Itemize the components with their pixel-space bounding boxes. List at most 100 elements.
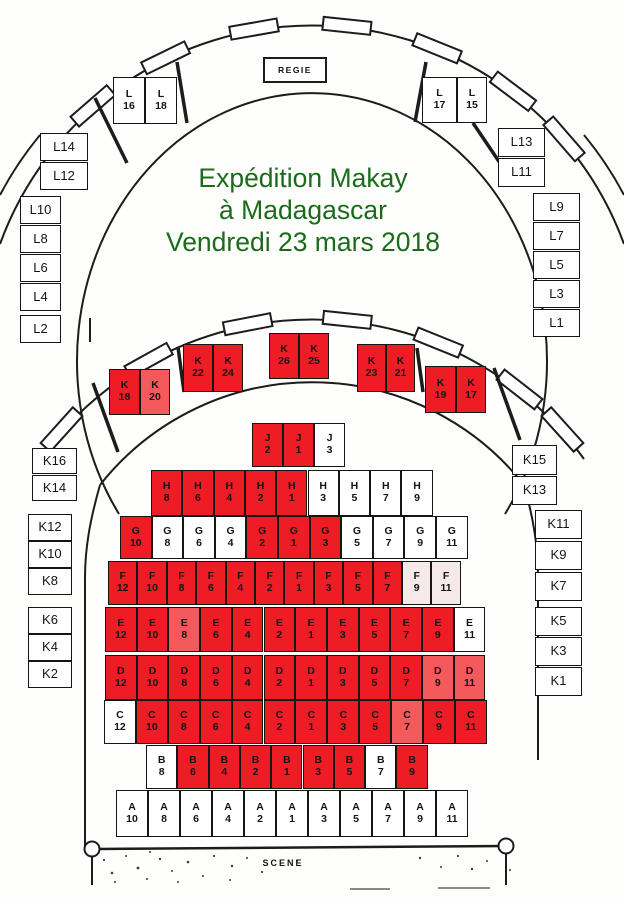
seat-K3[interactable]: K3 bbox=[535, 637, 582, 666]
seat-F10[interactable]: F 10 bbox=[137, 561, 167, 605]
seat-L9[interactable]: L9 bbox=[533, 193, 580, 221]
seat-L5[interactable]: L5 bbox=[533, 251, 580, 279]
seat-C12[interactable]: C 12 bbox=[104, 700, 136, 744]
seat-K18[interactable]: K 18 bbox=[109, 369, 140, 415]
seat-K26[interactable]: K 26 bbox=[269, 333, 299, 379]
seat-F11[interactable]: F 11 bbox=[431, 561, 461, 605]
seat-K4[interactable]: K4 bbox=[28, 634, 72, 661]
seat-L10[interactable]: L10 bbox=[20, 196, 61, 224]
seat-L4[interactable]: L4 bbox=[20, 283, 61, 311]
seat-K2[interactable]: K2 bbox=[28, 661, 72, 688]
seat-G11[interactable]: G 11 bbox=[436, 516, 468, 559]
seat-K9[interactable]: K9 bbox=[535, 541, 582, 570]
seat-K7[interactable]: K7 bbox=[535, 572, 582, 601]
seat-F12[interactable]: F 12 bbox=[108, 561, 138, 605]
seat-K25[interactable]: K 25 bbox=[299, 333, 329, 379]
seat-K16[interactable]: K16 bbox=[32, 448, 77, 474]
seat-L17[interactable]: L 17 bbox=[422, 77, 457, 123]
seat-D12[interactable]: D 12 bbox=[105, 655, 137, 700]
seat-K8[interactable]: K8 bbox=[28, 568, 72, 595]
seat-L3[interactable]: L3 bbox=[533, 280, 580, 308]
seat-L18[interactable]: L 18 bbox=[145, 77, 177, 124]
seat-L2[interactable]: L2 bbox=[20, 315, 61, 343]
seat-K5[interactable]: K5 bbox=[535, 607, 582, 636]
seat-K22[interactable]: K 22 bbox=[183, 344, 213, 392]
seat-K6[interactable]: K6 bbox=[28, 607, 72, 634]
seat-D10[interactable]: D 10 bbox=[136, 655, 169, 700]
seat-A10[interactable]: A 10 bbox=[116, 790, 148, 837]
seat-L13[interactable]: L13 bbox=[498, 128, 545, 157]
seat-K13[interactable]: K13 bbox=[512, 476, 557, 505]
seat-L8[interactable]: L8 bbox=[20, 225, 61, 253]
seat-K19[interactable]: K 19 bbox=[425, 366, 456, 413]
seat-A11[interactable]: A 11 bbox=[436, 790, 468, 837]
seat-D11[interactable]: D 11 bbox=[453, 655, 486, 700]
seat-L14[interactable]: L14 bbox=[40, 133, 88, 161]
seat-C10[interactable]: C 10 bbox=[135, 700, 168, 744]
seat-L16[interactable]: L 16 bbox=[113, 77, 145, 124]
seat-K10[interactable]: K10 bbox=[28, 541, 72, 568]
seat-L7[interactable]: L7 bbox=[533, 222, 580, 250]
seat-E10[interactable]: E 10 bbox=[136, 607, 169, 652]
seat-E11[interactable]: E 11 bbox=[453, 607, 486, 652]
seat-L6[interactable]: L6 bbox=[20, 254, 61, 282]
seat-L12[interactable]: L12 bbox=[40, 162, 88, 190]
